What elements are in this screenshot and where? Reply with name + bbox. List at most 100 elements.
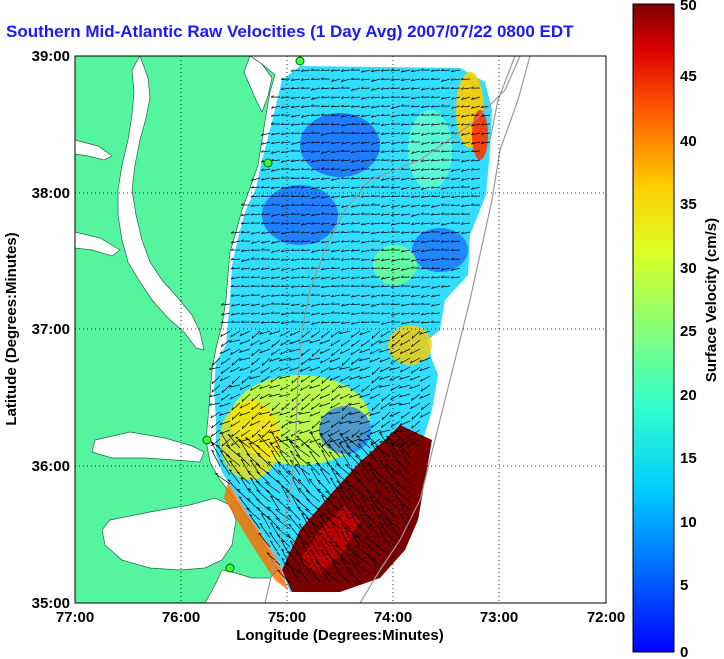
current-arrow-head [300,105,304,108]
current-arrow-head [350,105,354,108]
current-arrow [209,393,221,398]
current-arrow [335,463,351,476]
current-arrow-head [370,203,374,206]
current-arrow-head [311,196,314,199]
current-arrow-head [365,553,369,555]
current-arrow [309,366,321,372]
current-arrow [281,258,291,261]
current-arrow [381,393,391,402]
current-arrow [321,240,331,244]
current-arrow [349,558,361,575]
current-arrow-head [339,440,342,444]
plot-border [74,55,607,604]
current-arrow-head [220,343,223,347]
current-arrow-head [260,231,264,235]
current-arrow-head [391,106,394,109]
current-arrow-head [420,77,424,81]
current-arrow [370,267,381,270]
current-arrow [471,186,481,190]
current-arrow [305,509,321,521]
current-arrow-head [256,489,260,492]
current-arrow-head [360,284,364,287]
current-arrow-head [340,284,344,287]
current-arrow-head [250,213,254,216]
current-arrow [401,303,411,307]
current-arrow-head [299,421,302,424]
current-arrow-head [310,213,314,217]
current-arrow [441,267,451,271]
current-arrow-head [251,416,254,420]
current-arrow [300,168,311,170]
current-arrow-head [460,222,464,225]
current-arrow-head [370,266,374,269]
current-arrow [391,339,401,348]
current-arrow [221,366,231,374]
current-arrow-head [400,294,404,297]
x-tick-label: 73:00 [480,609,518,626]
current-arrow [331,96,341,99]
current-arrow [250,339,261,346]
current-arrow-head [410,195,414,198]
current-arrow-head [461,114,464,118]
current-arrow [381,177,391,181]
current-arrow [230,366,241,373]
current-arrow [348,569,361,584]
current-arrow-head [410,405,413,409]
current-arrow [239,384,251,391]
current-arrow [430,312,441,315]
current-arrow-head [440,158,444,161]
current-arrow-head [389,432,393,436]
current-arrow [351,312,361,316]
current-arrow-head [349,368,352,371]
current-arrow-head [260,321,264,324]
current-arrow [270,321,281,324]
current-arrow-head [275,517,279,519]
current-arrow [260,513,271,530]
current-arrow-head [391,114,394,118]
current-arrow-head [360,258,364,261]
current-arrow-head [359,421,362,425]
current-arrow [371,420,381,429]
current-arrow [331,78,341,82]
current-arrow-head [289,333,293,336]
current-arrow-head [320,158,324,161]
current-arrow-head [371,335,374,339]
current-arrow-head [229,460,233,463]
current-arrow [329,411,341,415]
current-arrow [299,366,311,372]
current-arrow-head [320,222,324,225]
current-arrow [360,321,371,323]
current-arrow-head [241,380,244,384]
current-arrow-head [320,468,324,471]
current-arrow-head [306,498,310,501]
current-arrow-head [440,203,444,206]
current-arrow [279,366,291,372]
current-arrow-head [290,230,294,233]
current-arrow-head [330,195,334,198]
current-arrow [421,231,431,234]
current-arrow-head [386,498,390,500]
current-arrow-head [371,371,374,375]
current-arrow-head [369,431,373,435]
current-arrow-head [420,302,424,305]
current-arrow-head [430,141,434,144]
current-arrow-head [380,450,384,453]
current-arrow [411,231,421,234]
current-arrow [421,105,431,108]
current-arrow-head [431,303,434,307]
current-arrow [350,384,361,392]
current-arrow [279,393,291,398]
current-arrow-head [280,433,283,437]
current-arrow-head [420,168,424,171]
current-arrow [441,78,451,82]
current-arrow-head [371,407,374,411]
current-arrow [401,132,411,135]
current-arrow-head [400,284,404,287]
current-arrow [259,393,271,400]
current-arrow-head [289,349,292,353]
current-arrow-head [350,194,354,197]
current-arrow [400,357,411,364]
current-arrow [250,195,261,198]
current-arrow [240,276,251,278]
current-arrow [290,450,301,467]
